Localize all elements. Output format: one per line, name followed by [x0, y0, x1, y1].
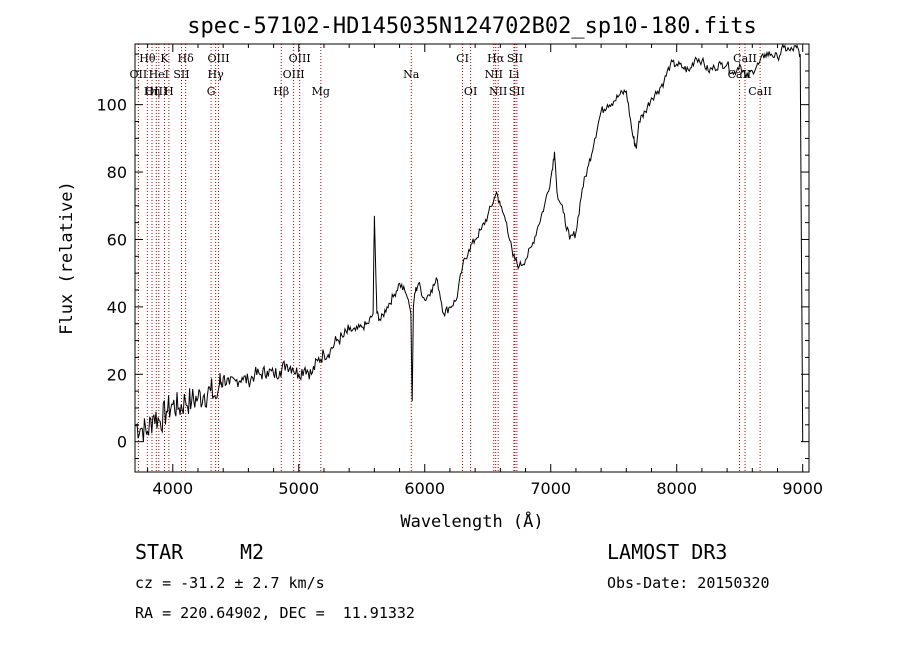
object-class: STAR — [135, 540, 184, 564]
x-tick-label: 6000 — [404, 479, 445, 498]
x-tick-label: 5000 — [278, 479, 319, 498]
emission-line-label: Li — [509, 68, 520, 81]
emission-line-label: Na — [403, 68, 420, 81]
emission-line-label: HeI — [149, 68, 169, 81]
emission-line-label: CI — [456, 52, 469, 65]
y-axis-label: Flux (relative) — [57, 181, 77, 335]
emission-line-label: OI — [464, 85, 477, 98]
emission-line-labels: Hθ OII OIII K HeI Hη H Hδ SII OIII Hγ G Hβ OIII OIII Mg… — [130, 52, 772, 98]
emission-line-label: H — [164, 85, 174, 98]
emission-line-label: NII — [489, 85, 507, 98]
emission-line-label: OIII — [283, 68, 305, 81]
emission-line-label: Hα — [487, 52, 505, 65]
emission-line-label: SII — [507, 52, 523, 65]
emission-line-label: Hβ — [273, 85, 289, 98]
x-tick-label: 8000 — [656, 479, 697, 498]
y-tick-label: 60 — [107, 230, 127, 249]
emission-line-label: OIII — [207, 52, 229, 65]
axis-ticks: 4000 5000 6000 7000 8000 9000 0 20 40 60 80 100 — [96, 44, 823, 498]
emission-line-label: Hγ — [208, 68, 225, 81]
y-tick-label: 0 — [117, 433, 127, 452]
x-tick-label: 7000 — [530, 479, 571, 498]
chart-title: spec-57102-HD145035N124702B02_sp10-180.f… — [187, 14, 757, 39]
emission-line-label: Hδ — [178, 52, 195, 65]
plot-frame — [134, 43, 810, 473]
emission-line-label: SII — [173, 68, 189, 81]
emission-line-label: Mg — [312, 85, 330, 98]
y-tick-label: 40 — [107, 298, 127, 317]
emission-line-label: CaII — [748, 85, 772, 98]
y-tick-label: 100 — [96, 96, 127, 115]
x-tick-label: 4000 — [152, 479, 193, 498]
emission-line-label: Hη — [144, 85, 160, 98]
spectrum-line — [134, 43, 804, 443]
emission-line-label: SII — [509, 85, 525, 98]
emission-line-label: NII — [485, 68, 503, 81]
emission-line-markers — [137, 44, 761, 472]
emission-line-label: CaII — [733, 52, 757, 65]
survey-name: LAMOST DR3 — [607, 540, 728, 564]
emission-line-label: OII — [130, 68, 148, 81]
emission-line-label: K — [160, 52, 169, 65]
x-axis-label: Wavelength (Å) — [400, 510, 543, 532]
emission-line-label: OIII — [289, 52, 311, 65]
x-tick-label: 9000 — [782, 479, 823, 498]
y-tick-label: 20 — [107, 365, 127, 384]
emission-line-label: Hθ — [139, 52, 156, 65]
object-subclass: M2 — [240, 540, 265, 564]
coordinates: RA = 220.64902, DEC = 11.91332 — [135, 604, 415, 622]
emission-line-label: OIII — [145, 85, 167, 98]
emission-line-label: G — [207, 85, 216, 98]
obs-date: Obs-Date: 20150320 — [607, 574, 770, 592]
redshift-text: cz = -31.2 ± 2.7 km/s — [135, 574, 325, 592]
y-tick-label: 80 — [107, 163, 127, 182]
emission-line-label: CaII — [728, 68, 752, 81]
